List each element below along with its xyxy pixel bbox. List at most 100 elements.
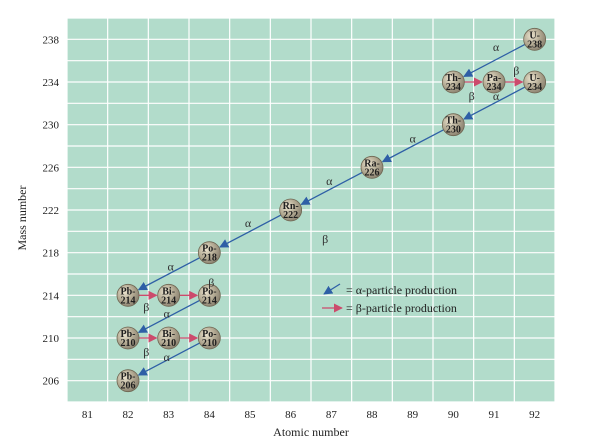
nuclide-label: 214 xyxy=(161,295,176,306)
nuclide-marker xyxy=(523,70,547,94)
x-tick-label: 91 xyxy=(489,409,500,421)
alpha-decay-arrow xyxy=(137,299,200,334)
nuclide-label: 206 xyxy=(121,381,136,392)
nuclide: Po-218 xyxy=(197,241,221,265)
legend: = α-particle production = β-particle prod… xyxy=(322,283,457,315)
nuclide-label: Th- xyxy=(446,116,462,127)
nuclide: U-234 xyxy=(523,70,547,94)
alpha-decay-arrow xyxy=(381,129,444,163)
x-tick-label: 81 xyxy=(82,409,93,421)
nuclide-label: Pb- xyxy=(121,286,136,297)
decay-symbol: β xyxy=(143,300,149,314)
nuclide-label: 222 xyxy=(283,210,298,221)
y-tick-label: 234 xyxy=(43,77,60,89)
nuclide-marker xyxy=(482,70,506,94)
nuclide-marker xyxy=(360,155,384,179)
x-tick-label: 89 xyxy=(407,409,419,421)
decay-symbol: α xyxy=(326,174,333,188)
alpha-decay-arrow xyxy=(463,43,526,78)
nuclide-label: Pb- xyxy=(121,372,136,383)
nuclide: Bi-214 xyxy=(157,283,181,307)
x-tick-label: 83 xyxy=(163,409,175,421)
decay-symbol: α xyxy=(410,132,417,146)
nuclide: Th-230 xyxy=(441,113,465,137)
nuclide-marker xyxy=(523,27,547,51)
y-tick-label: 222 xyxy=(43,205,60,217)
nuclide-label: 234 xyxy=(487,82,502,93)
nuclide-label: 234 xyxy=(527,82,542,93)
decay-arrows xyxy=(137,43,526,376)
decay-symbol: α xyxy=(163,306,170,320)
decay-symbol: β xyxy=(513,63,519,77)
nuclide: Bi-210 xyxy=(157,326,181,350)
y-axis-ticks: 206 210 214 218 222 226 230 234 238 xyxy=(43,34,60,387)
nuclide: Pb-206 xyxy=(116,369,140,393)
x-tick-label: 88 xyxy=(367,409,379,421)
nuclide: Rn-222 xyxy=(279,198,303,222)
nuclide-marker xyxy=(116,283,140,307)
nuclide-label: U- xyxy=(529,30,540,41)
nuclide-marker xyxy=(157,326,181,350)
y-tick-label: 206 xyxy=(43,376,60,388)
nuclide-label: Rn- xyxy=(283,201,299,212)
nuclide: Pa-234 xyxy=(482,70,506,94)
x-tick-label: 82 xyxy=(123,409,134,421)
decay-symbol: α xyxy=(163,350,170,364)
nuclide: Ra-226 xyxy=(360,155,384,179)
decay-symbol: α xyxy=(245,216,252,230)
decay-symbol: α xyxy=(168,260,175,274)
y-tick-label: 210 xyxy=(43,333,60,345)
nuclide-marker xyxy=(197,326,221,350)
x-tick-label: 92 xyxy=(529,409,540,421)
nuclide-marker xyxy=(116,369,140,393)
y-tick-label: 226 xyxy=(43,162,60,174)
nuclide-label: 214 xyxy=(202,295,217,306)
legend-label: = β-particle production xyxy=(346,301,457,315)
nuclide-label: Th- xyxy=(446,73,462,84)
nuclide-label: 230 xyxy=(446,125,461,136)
y-tick-label: 214 xyxy=(43,290,60,302)
nuclide-label: 210 xyxy=(121,338,136,349)
alpha-decay-arrow xyxy=(300,171,363,206)
alpha-decay-arrow xyxy=(137,257,200,291)
decay-symbol: β xyxy=(208,276,214,290)
nuclide-label: Po- xyxy=(202,329,216,340)
nuclides: U-238Th-234Pa-234U-234Th-230Ra-226Rn-222… xyxy=(116,27,547,393)
x-tick-label: 90 xyxy=(448,409,460,421)
nuclide: U-238 xyxy=(523,27,547,51)
nuclide-marker xyxy=(116,326,140,350)
nuclide: Pb-210 xyxy=(116,326,140,350)
nuclide-label: 210 xyxy=(202,338,217,349)
nuclide: Pb-214 xyxy=(116,283,140,307)
x-tick-label: 84 xyxy=(204,409,216,421)
nuclide-label: Pb- xyxy=(121,329,136,340)
nuclide-label: 226 xyxy=(365,167,380,178)
x-axis-title: Atomic number xyxy=(273,425,349,439)
y-tick-label: 218 xyxy=(43,248,60,260)
y-axis-title: Mass number xyxy=(15,186,29,251)
x-tick-label: 87 xyxy=(326,409,338,421)
legend-alpha-arrow xyxy=(323,283,341,295)
nuclide-label: 210 xyxy=(161,338,176,349)
legend-label: = α-particle production xyxy=(346,283,457,297)
nuclide-marker xyxy=(279,198,303,222)
nuclide-label: 218 xyxy=(202,253,217,264)
decay-symbol: β xyxy=(469,89,475,103)
alpha-decay-arrow xyxy=(219,214,282,248)
alpha-decay-arrow xyxy=(137,342,200,376)
decay-symbol: β xyxy=(322,232,328,246)
y-tick-label: 230 xyxy=(43,120,60,132)
nuclide-marker xyxy=(441,113,465,137)
nuclide-marker xyxy=(157,283,181,307)
decay-symbol: α xyxy=(493,89,500,103)
decay-symbol: α xyxy=(493,40,500,54)
nuclide-marker xyxy=(197,283,221,307)
grid xyxy=(66,17,556,403)
nuclide-label: Bi- xyxy=(162,286,175,297)
x-tick-label: 86 xyxy=(285,409,297,421)
nuclide-label: 234 xyxy=(446,82,461,93)
nuclide-label: Po- xyxy=(202,286,216,297)
nuclide: Th-234 xyxy=(441,70,465,94)
